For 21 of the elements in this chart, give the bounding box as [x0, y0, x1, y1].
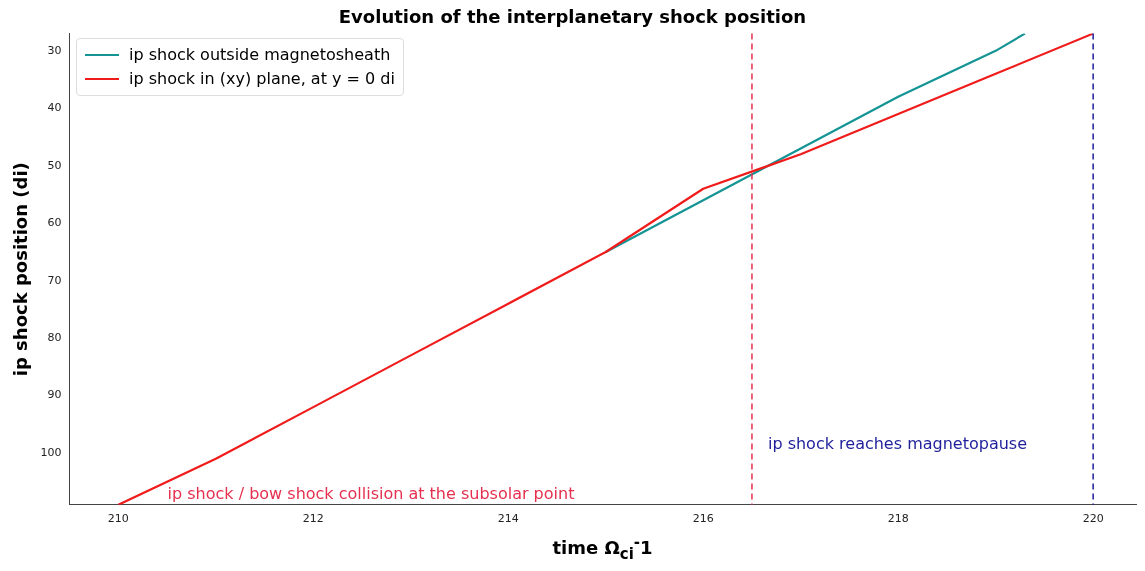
y-tick-label: 80 [47, 331, 62, 345]
x-tick-label: 216 [692, 512, 714, 526]
legend-label: ip shock in (xy) plane, at y = 0 di [129, 68, 395, 90]
x-tick-label: 212 [302, 512, 324, 526]
annotation: ip shock reaches magnetopause [767, 433, 1028, 453]
y-axis-title: ip shock position (di) [10, 162, 32, 377]
x-tick-label: 214 [497, 512, 519, 526]
annotation: ip shock / bow shock collision at the subsolar point [167, 483, 575, 503]
y-tick-label: 100 [40, 445, 62, 459]
legend-label: ip shock outside magnetosheath [129, 44, 391, 66]
x-axis-title: time Ω$_{ci}$$^{-}$1 [551, 533, 654, 563]
y-tick-label: 40 [47, 101, 62, 115]
y-tick-label: 90 [47, 388, 62, 402]
y-tick-label: 70 [47, 273, 62, 287]
x-tick-label: 218 [887, 512, 909, 526]
y-tick-label: 30 [47, 43, 62, 57]
y-tick-label: 60 [47, 216, 62, 230]
chart-title: Evolution of the interplanetary shock position [338, 6, 807, 28]
x-tick-label: 210 [107, 512, 129, 526]
x-tick-label: 220 [1082, 512, 1104, 526]
y-tick-label: 50 [47, 158, 62, 172]
